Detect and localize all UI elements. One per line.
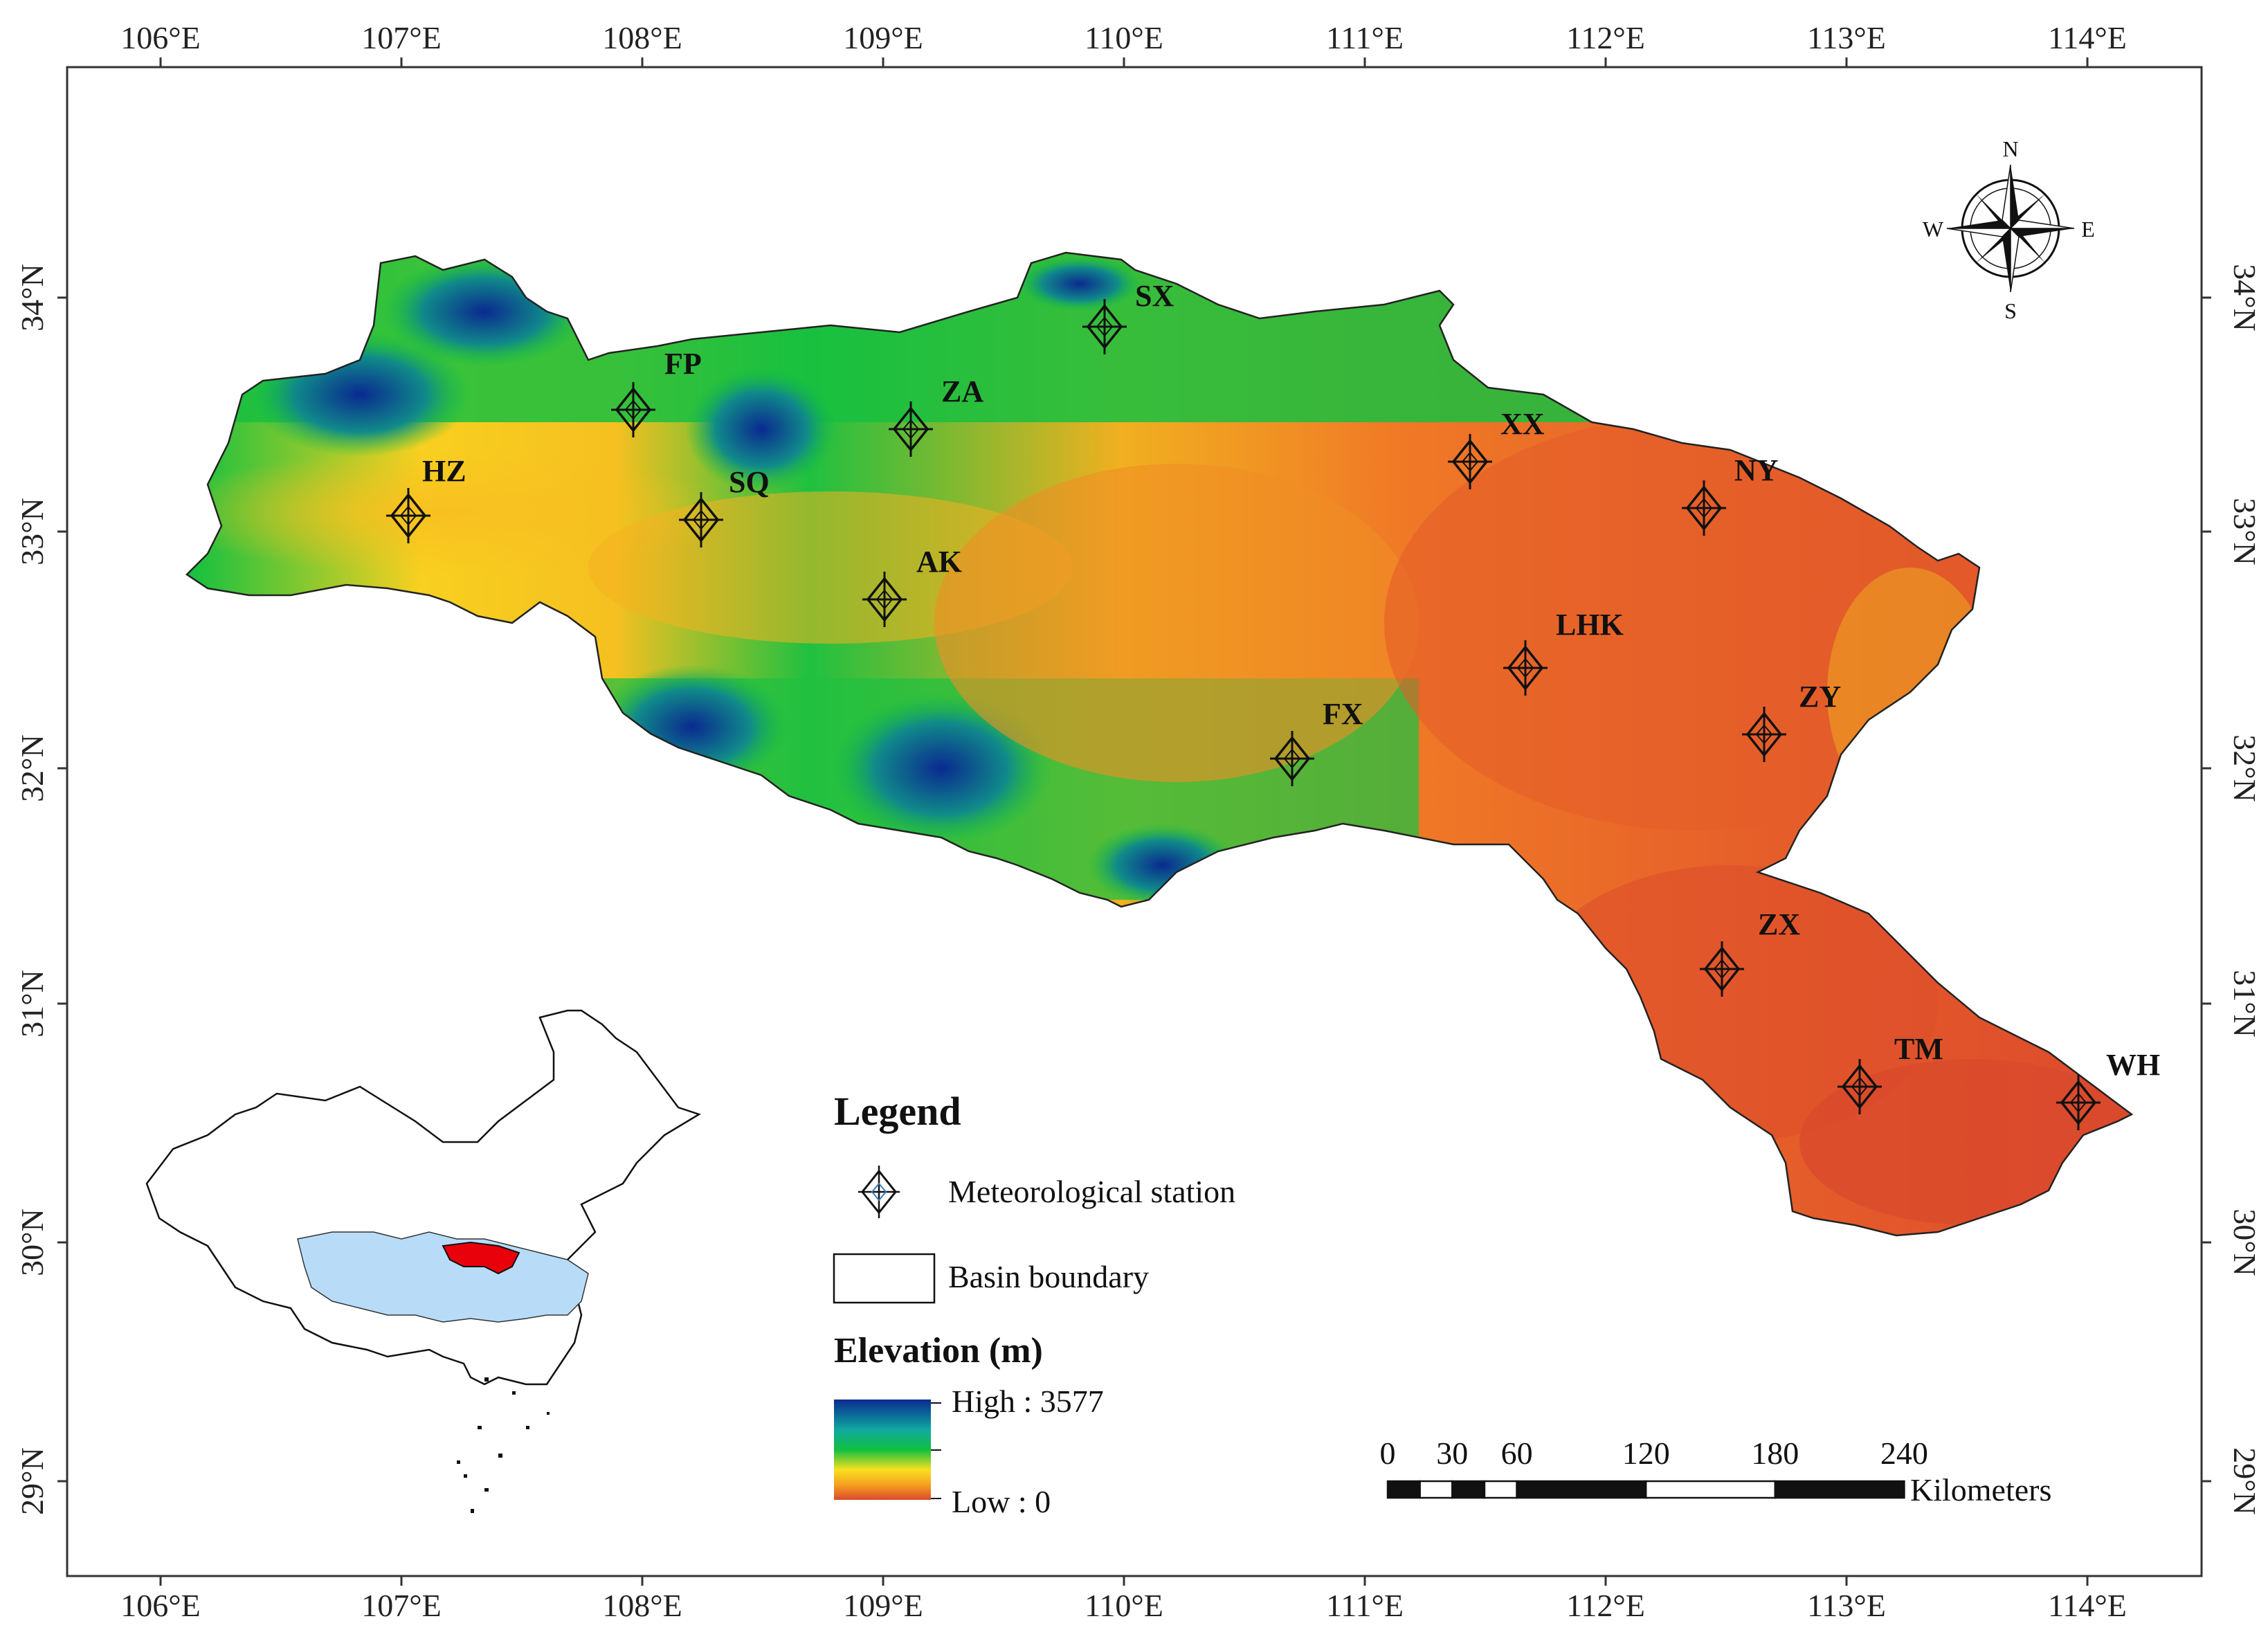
station-marker-icon (611, 382, 655, 437)
compass-rose-icon: N S E W (1923, 136, 2095, 323)
longitude-tick-label-bottom: 112°E (1566, 1588, 1645, 1623)
scale-bar-segment (1419, 1480, 1453, 1499)
station-label: TM (1894, 1032, 1943, 1066)
station-label: LHK (1556, 608, 1624, 642)
longitude-tick-label-top: 112°E (1566, 20, 1645, 55)
latitude-ticks-left: 34°N 33°N 32°N 31°N 30°N 29°N (15, 264, 67, 1515)
station-label: FX (1323, 697, 1363, 731)
latitude-tick-label-right: 32°N (2227, 734, 2262, 802)
latitude-tick-label-right: 33°N (2227, 498, 2262, 565)
station-label: SX (1135, 279, 1174, 313)
latitude-tick-label-right: 29°N (2227, 1447, 2262, 1515)
longitude-tick-label-bottom: 107°E (361, 1588, 442, 1623)
compass-w: W (1923, 217, 1944, 242)
station-label: NY (1734, 453, 1779, 487)
longitude-tick-label-top: 113°E (1807, 20, 1886, 55)
scale-bar-segment (1451, 1480, 1486, 1499)
legend-station-symbol-icon (858, 1166, 900, 1218)
scale-bar-label: 60 (1501, 1436, 1533, 1471)
meteorological-stations: HZ FP SQ ZA AK SX XX NY LHK FX ZY ZX TM WH (386, 279, 2160, 1130)
legend-elevation-title: Elevation (m) (834, 1331, 1043, 1370)
scale-bar-segment (1386, 1480, 1421, 1499)
latitude-tick-label-left: 32°N (15, 734, 50, 802)
latitude-tick-label-left: 30°N (15, 1208, 50, 1276)
longitude-tick-label-top: 111°E (1326, 20, 1404, 55)
scale-bar: 0 30 60 120 180 240 Kilometers (1380, 1436, 2052, 1507)
station-marker-icon (1700, 941, 1744, 997)
longitude-tick-label-top: 110°E (1085, 20, 1163, 55)
legend-title: Legend (834, 1089, 961, 1134)
station-label: AK (916, 545, 962, 579)
legend: Legend Meteorological station Basin boun… (833, 1089, 1235, 1519)
china-inset-map (145, 1009, 701, 1513)
scale-unit-label: Kilometers (1910, 1472, 2051, 1507)
station-label: XX (1500, 407, 1545, 441)
legend-high-label: High : 3577 (952, 1384, 1104, 1419)
latitude-tick-label-right: 30°N (2227, 1208, 2262, 1276)
legend-boundary-symbol (833, 1253, 936, 1304)
longitude-tick-label-top: 114°E (2048, 20, 2127, 55)
longitude-tick-label-bottom: 111°E (1326, 1588, 1404, 1623)
latitude-tick-label-left: 34°N (15, 264, 50, 332)
station-marker-icon (386, 488, 430, 543)
compass-s: S (2004, 298, 2017, 323)
station-label: FP (664, 347, 702, 381)
station-marker-icon (1503, 640, 1548, 696)
station-label: WH (2106, 1048, 2160, 1082)
scale-bar-segment (1774, 1480, 1905, 1499)
legend-boundary-label: Basin boundary (948, 1259, 1149, 1294)
station-label: ZA (941, 374, 983, 408)
longitude-tick-label-bottom: 114°E (2048, 1588, 2127, 1623)
scale-bar-segment (1516, 1480, 1647, 1499)
longitude-tick-label-bottom: 113°E (1807, 1588, 1886, 1623)
legend-low-label: Low : 0 (952, 1484, 1051, 1519)
station-marker-icon (889, 401, 933, 457)
longitude-tick-label-top: 109°E (843, 20, 923, 55)
compass-e: E (2081, 217, 2095, 242)
compass-n: N (2002, 136, 2018, 161)
scale-bar-segment (1483, 1480, 1518, 1499)
scale-bar-label: 240 (1880, 1436, 1928, 1471)
latitude-tick-label-left: 31°N (15, 970, 50, 1038)
scale-bar-label: 120 (1622, 1436, 1670, 1471)
elevation-color-ramp (834, 1400, 931, 1500)
station-marker-icon (2056, 1075, 2101, 1130)
longitude-tick-label-bottom: 108°E (602, 1588, 682, 1623)
longitude-tick-label-top: 107°E (361, 20, 442, 55)
station-label: ZY (1799, 680, 1841, 714)
latitude-tick-label-left: 33°N (15, 498, 50, 565)
station-label: ZX (1758, 907, 1800, 941)
latitude-ticks-right: 34°N 33°N 32°N 31°N 30°N 29°N (2202, 264, 2262, 1515)
longitude-ticks-bottom: 106°E 107°E 108°E 109°E 110°E 111°E 112°E 113°E… (120, 1576, 2127, 1623)
station-marker-icon (679, 492, 723, 547)
station-marker-icon (1082, 299, 1127, 354)
longitude-tick-label-top: 106°E (120, 20, 201, 55)
station-marker-icon (1838, 1059, 1882, 1114)
longitude-tick-label-bottom: 110°E (1085, 1588, 1163, 1623)
longitude-ticks-top: 106°E 107°E 108°E 109°E 110°E 111°E 112°E 113°E… (120, 20, 2127, 67)
station-marker-icon (862, 572, 907, 627)
longitude-tick-label-bottom: 106°E (120, 1588, 201, 1623)
latitude-tick-label-right: 31°N (2227, 970, 2262, 1038)
longitude-tick-label-top: 108°E (602, 20, 682, 55)
latitude-tick-label-right: 34°N (2227, 264, 2262, 332)
scale-bar-label: 180 (1751, 1436, 1799, 1471)
longitude-tick-label-bottom: 109°E (843, 1588, 923, 1623)
han-basin-inset-highlight (442, 1241, 520, 1275)
scale-bar-label: 30 (1436, 1436, 1468, 1471)
station-marker-icon (1448, 434, 1492, 489)
station-label: SQ (729, 465, 770, 499)
latitude-tick-label-left: 29°N (15, 1447, 50, 1515)
legend-station-label: Meteorological station (948, 1174, 1235, 1209)
station-marker-icon (1742, 707, 1786, 762)
station-marker-icon (1270, 731, 1314, 786)
scale-bar-label: 0 (1380, 1436, 1396, 1471)
station-marker-icon (1682, 480, 1726, 536)
station-label: HZ (422, 454, 466, 488)
scale-bar-segment (1644, 1480, 1777, 1499)
